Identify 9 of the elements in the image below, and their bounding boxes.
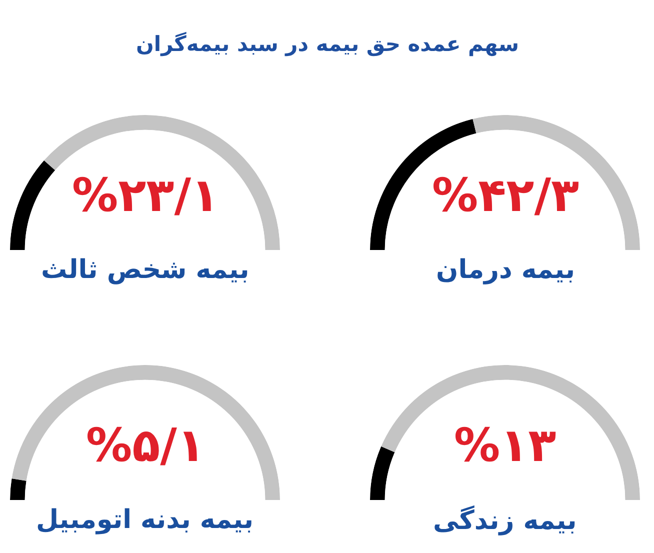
text: بیمه زندگی (433, 505, 577, 536)
text: بیمه درمان (436, 255, 575, 285)
text: %۲۳/۱ (72, 168, 220, 222)
text: %۵/۱ (86, 418, 206, 472)
text: سهم عمده حق بیمه در سبد بیمه‌گران (136, 31, 520, 57)
text: بیمه شخص ثالث (41, 255, 250, 285)
text: %۱۳ (454, 418, 556, 472)
text: %۴۲/۳ (432, 168, 580, 222)
text: بیمه بدنه اتومبیل (36, 505, 254, 535)
